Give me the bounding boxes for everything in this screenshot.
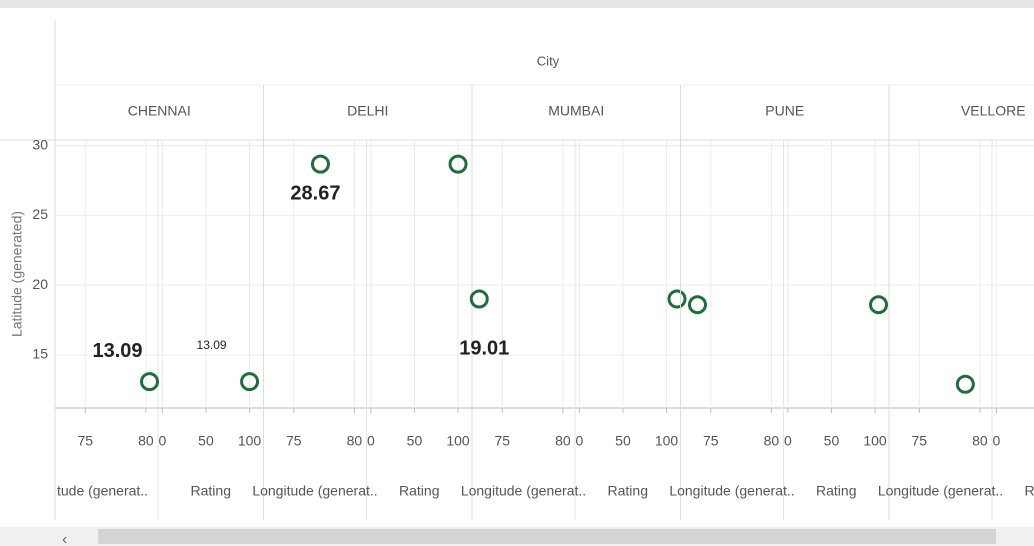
x-axis-title: Longitude (generat.. (878, 483, 1003, 499)
x-tick-label: 100 (238, 433, 262, 449)
x-tick-label: 75 (495, 433, 511, 449)
y-tick-label: 20 (32, 276, 48, 292)
column-title: City (537, 53, 560, 68)
x-tick-label: 100 (446, 433, 470, 449)
x-axis-title: Rating (816, 483, 856, 499)
x-tick-label: 80 (972, 433, 988, 449)
data-label: 13.09 (197, 338, 227, 352)
facet-header: VELLORE (961, 103, 1026, 119)
x-tick-label: 0 (575, 433, 583, 449)
x-tick-label: 50 (615, 433, 631, 449)
x-tick-label: 50 (824, 433, 840, 449)
point (469, 289, 489, 309)
y-tick-label: 25 (32, 206, 48, 222)
point (955, 374, 975, 394)
top-band (0, 0, 1034, 8)
y-tick-label: 15 (32, 346, 48, 362)
x-axis-title: Rating (399, 483, 439, 499)
x-tick-label: 75 (286, 433, 302, 449)
x-axis-title: Rating (608, 483, 648, 499)
x-tick-label: 0 (784, 433, 792, 449)
data-label: 19.01 (459, 337, 509, 359)
x-tick-label: 50 (407, 433, 423, 449)
x-tick-label: 75 (912, 433, 928, 449)
point (667, 289, 687, 309)
y-tick-label: 30 (32, 136, 48, 152)
x-tick-label: 75 (78, 433, 94, 449)
x-tick-label: 100 (863, 433, 887, 449)
data-label: 28.67 (290, 182, 340, 204)
point (140, 372, 160, 392)
point (869, 295, 889, 315)
point (448, 154, 468, 174)
x-axis-title: Rating (1025, 483, 1034, 499)
scrollbar-thumb[interactable] (98, 529, 996, 544)
facet-header: MUMBAI (548, 103, 604, 119)
x-tick-label: 0 (367, 433, 375, 449)
x-tick-label: 80 (555, 433, 571, 449)
x-axis-title: Rating (191, 483, 231, 499)
point (240, 372, 260, 392)
point (687, 295, 707, 315)
facet-header: PUNE (765, 103, 804, 119)
x-tick-label: 80 (764, 433, 780, 449)
data-label: 13.09 (92, 340, 142, 362)
x-tick-label: 75 (703, 433, 719, 449)
point (310, 154, 330, 174)
y-axis-title: Latitude (generated) (9, 211, 25, 337)
facet-header: CHENNAI (128, 103, 191, 119)
scroll-left-arrow[interactable]: ‹ (62, 531, 67, 546)
x-axis-title: Longitude (generat.. (461, 483, 586, 499)
x-tick-label: 0 (992, 433, 1000, 449)
x-tick-label: 50 (198, 433, 214, 449)
x-axis-title: tude (generat.. (57, 483, 148, 499)
x-tick-label: 100 (655, 433, 679, 449)
x-tick-label: 80 (138, 433, 154, 449)
x-tick-label: 0 (158, 433, 166, 449)
x-tick-label: 80 (347, 433, 363, 449)
x-axis-title: Longitude (generat.. (669, 483, 794, 499)
facet-header: DELHI (347, 103, 388, 119)
x-axis-title: Longitude (generat.. (252, 483, 377, 499)
